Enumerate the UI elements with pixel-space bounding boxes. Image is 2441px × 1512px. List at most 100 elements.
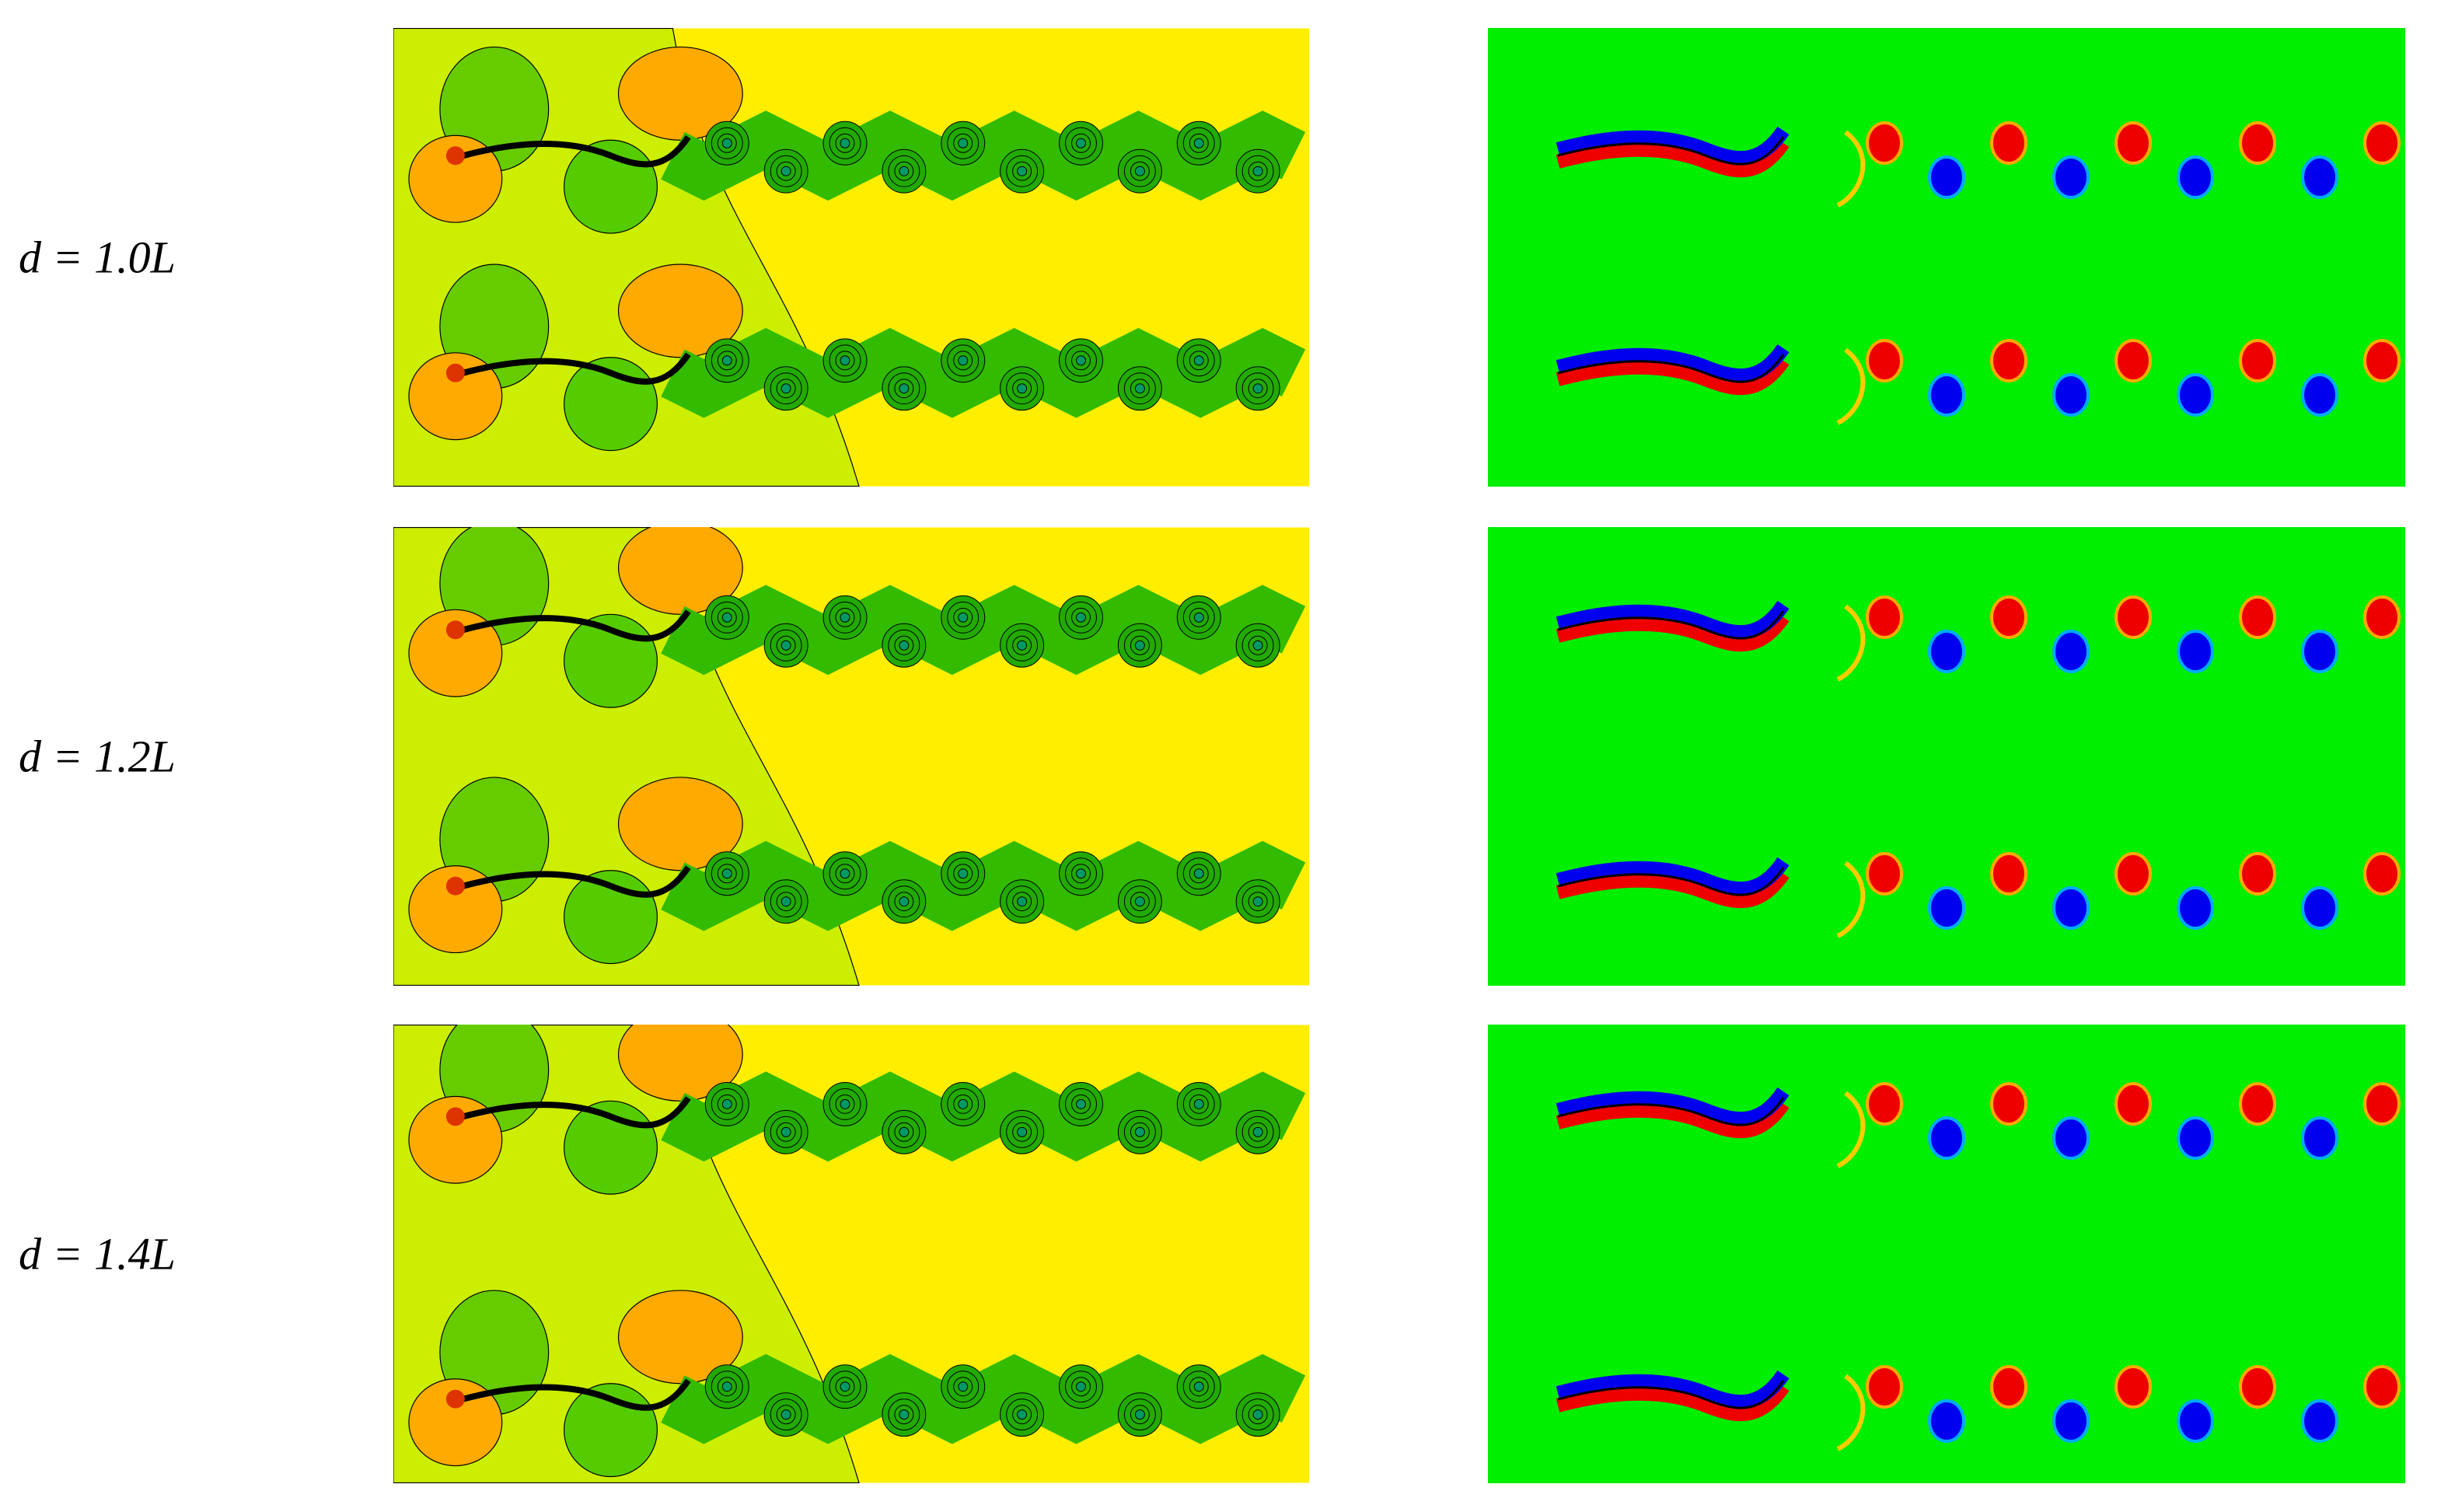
stagnation (445, 876, 465, 896)
vortex (2177, 1116, 2214, 1160)
vortex-core (1017, 166, 1028, 176)
fish (1557, 610, 1785, 640)
vortex-core (780, 640, 791, 651)
vortex (2363, 339, 2401, 382)
vortex-core (1134, 383, 1145, 394)
stagnation (445, 1107, 465, 1126)
pressure-field (393, 1025, 1309, 1483)
vortex-core (958, 868, 969, 879)
shear-layer (1556, 1099, 1790, 1139)
vortex-core (780, 1126, 791, 1137)
vortex (2363, 1365, 2401, 1409)
vortex-core (1134, 1409, 1145, 1420)
fish (462, 352, 691, 385)
vortex-core (1252, 640, 1263, 651)
vortex-core (958, 355, 969, 366)
shear-layer (1556, 613, 1790, 652)
vortex (1990, 121, 2027, 165)
vortex (2052, 373, 2090, 417)
background (1488, 28, 2405, 487)
vortex (1990, 1365, 2027, 1409)
vortex-core (1017, 1126, 1028, 1137)
vortex-core (1252, 1126, 1263, 1137)
sheet (1836, 604, 1866, 682)
vortex (1866, 121, 1903, 165)
vortex-core (1076, 138, 1086, 148)
high-pressure (617, 1290, 743, 1385)
vortex (2114, 1365, 2152, 1409)
vortex-core (840, 1098, 850, 1109)
shear-layer (1556, 1370, 1790, 1409)
vortex-core (840, 868, 850, 879)
sheet (1836, 1374, 1866, 1451)
row-label: d = 1.4L (19, 1228, 176, 1280)
vortex (1866, 852, 1903, 896)
vortex-core (958, 1381, 969, 1392)
vortex-core (840, 612, 850, 623)
vortex (1866, 1365, 1903, 1409)
vortex-core (721, 1381, 732, 1392)
vortex (2363, 121, 2401, 165)
high-pressure (617, 777, 743, 871)
vortex-core (958, 138, 969, 148)
vortex (2301, 630, 2338, 673)
vortex (2052, 630, 2090, 673)
vortex-core (1134, 1126, 1145, 1137)
vortex (2177, 886, 2214, 930)
vortex-core (1134, 166, 1145, 176)
wake (661, 840, 1306, 931)
vortex-core (1252, 166, 1263, 176)
vortex (2301, 155, 2338, 199)
vortex-core (1076, 355, 1086, 366)
high-pressure (617, 264, 743, 358)
vortex-core (1193, 1098, 1204, 1109)
vortex-core (840, 138, 850, 148)
vortex (2114, 852, 2152, 896)
vortex-core (1193, 1381, 1204, 1392)
vortex-core (721, 138, 732, 148)
high-pressure (408, 609, 503, 697)
shear-layer (1556, 356, 1790, 396)
vorticity-field (1488, 28, 2405, 487)
shear-layer (1556, 1087, 1790, 1126)
vortex (1928, 373, 1965, 417)
vortex (2177, 373, 2214, 417)
vortex (1990, 1082, 2027, 1126)
wake (661, 1353, 1306, 1444)
fish (1557, 354, 1785, 383)
vortex-core (899, 640, 910, 651)
vortex (2052, 1116, 2090, 1160)
fish (462, 1096, 691, 1129)
vortex (2052, 886, 2090, 930)
vortex-core (1252, 896, 1263, 907)
shear-layer (1556, 138, 1790, 178)
vortex (1990, 339, 2027, 382)
vortex (1928, 1399, 1965, 1443)
vortex (2301, 886, 2338, 930)
vortex-core (780, 896, 791, 907)
vortex-core (1193, 868, 1204, 879)
vortex-core (1193, 138, 1204, 148)
sheet (1836, 1091, 1866, 1168)
vortex (2052, 1399, 2090, 1443)
vortex-core (1076, 1381, 1086, 1392)
vortex-core (1076, 612, 1086, 623)
vortex (2239, 121, 2276, 165)
vortex (1866, 339, 1903, 382)
high-pressure (408, 1378, 503, 1467)
wake (661, 1071, 1306, 1162)
fish (1557, 1097, 1785, 1126)
vortex (2114, 339, 2152, 382)
vortex-core (1193, 355, 1204, 366)
stagnation (445, 1389, 465, 1409)
fish (462, 865, 691, 898)
shear-layer (1556, 126, 1790, 166)
vortex (2114, 595, 2152, 639)
vortex-core (780, 383, 791, 394)
vortex (2301, 373, 2338, 417)
sheet (1836, 130, 1866, 208)
vortex (1928, 886, 1965, 930)
vortex (2239, 339, 2276, 382)
high-pressure (617, 46, 743, 141)
vortex (2363, 1082, 2401, 1126)
